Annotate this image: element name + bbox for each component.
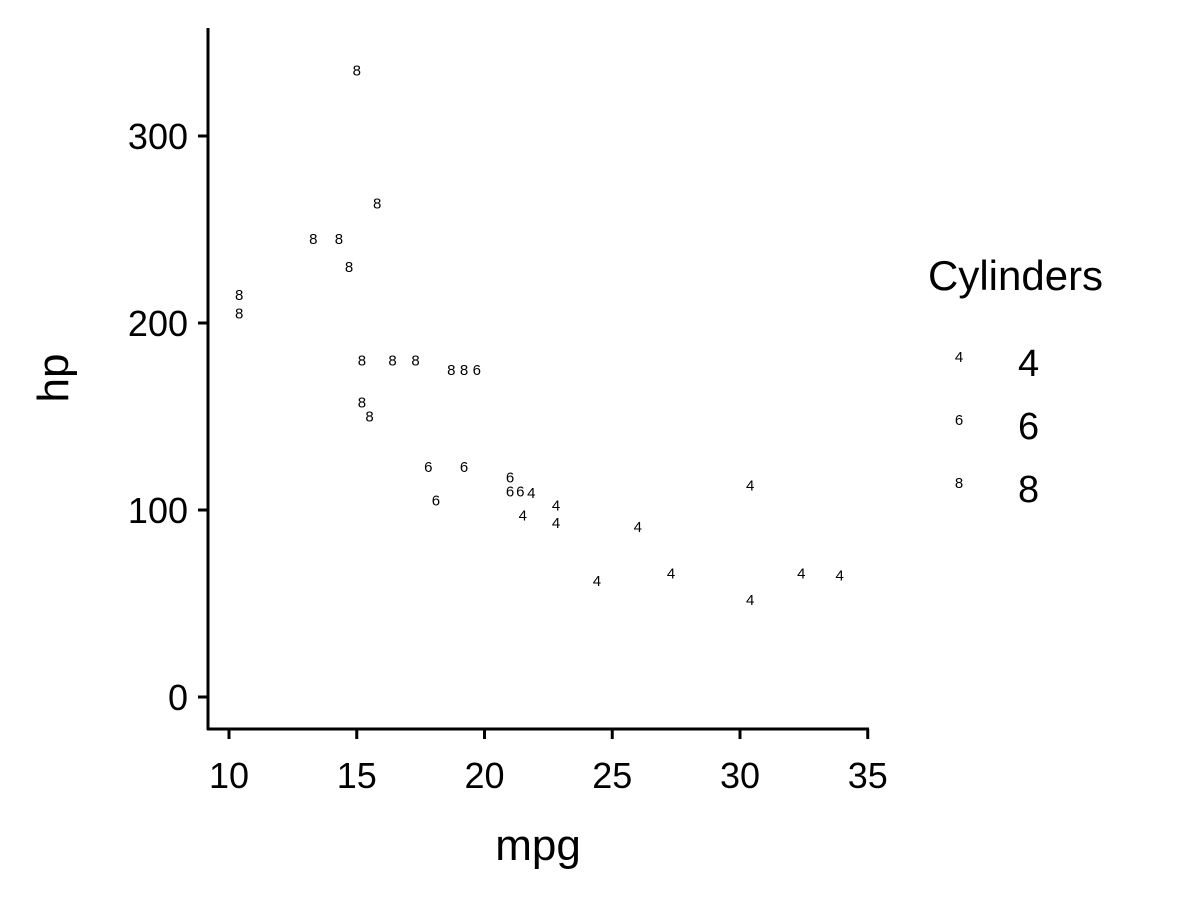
y-tick-label: 200 bbox=[128, 303, 188, 344]
x-tick-label: 15 bbox=[337, 755, 377, 796]
point-label: 8 bbox=[358, 352, 366, 369]
x-axis-title: mpg bbox=[495, 821, 581, 870]
point-label: 4 bbox=[746, 592, 754, 609]
legend: Cylinders 4 4 6 6 8 8 bbox=[928, 252, 1103, 511]
point-label: 4 bbox=[552, 515, 560, 532]
y-tick-label: 100 bbox=[128, 490, 188, 531]
x-tick-label: 10 bbox=[209, 755, 249, 796]
y-tick-label: 0 bbox=[168, 677, 188, 718]
legend-key: 4 bbox=[955, 349, 963, 366]
y-axis-title: hp bbox=[29, 354, 78, 403]
point-label: 8 bbox=[365, 409, 373, 426]
point-label: 4 bbox=[593, 573, 601, 590]
legend-key: 6 bbox=[955, 412, 963, 429]
legend-label: 8 bbox=[1018, 469, 1039, 511]
point-label: 6 bbox=[432, 493, 440, 510]
point-label: 4 bbox=[835, 567, 843, 584]
point-label: 6 bbox=[516, 483, 524, 500]
legend-label: 4 bbox=[1018, 343, 1039, 385]
legend-label: 6 bbox=[1018, 406, 1039, 448]
x-tick-label: 30 bbox=[720, 755, 760, 796]
legend-title: Cylinders bbox=[928, 252, 1103, 299]
point-label: 8 bbox=[309, 231, 317, 248]
point-label: 4 bbox=[527, 485, 535, 502]
y-ticks: 0 100 200 300 bbox=[128, 116, 208, 718]
point-label: 6 bbox=[506, 483, 514, 500]
point-label: 6 bbox=[460, 459, 468, 476]
point-label: 4 bbox=[746, 478, 754, 495]
legend-key: 8 bbox=[955, 475, 963, 492]
x-tick-label: 35 bbox=[848, 755, 888, 796]
point-label: 4 bbox=[667, 566, 675, 583]
point-label: 8 bbox=[373, 195, 381, 212]
y-tick-label: 300 bbox=[128, 116, 188, 157]
point-label: 8 bbox=[358, 395, 366, 412]
point-label: 8 bbox=[235, 287, 243, 304]
point-label: 4 bbox=[634, 519, 642, 536]
point-label: 8 bbox=[447, 362, 455, 379]
point-label: 8 bbox=[345, 259, 353, 276]
x-ticks: 10 15 20 25 30 35 bbox=[209, 729, 888, 796]
point-label: 4 bbox=[797, 566, 805, 583]
point-label: 8 bbox=[235, 306, 243, 323]
point-label: 8 bbox=[460, 362, 468, 379]
point-label: 6 bbox=[473, 362, 481, 379]
point-label: 4 bbox=[519, 508, 527, 525]
point-label: 8 bbox=[388, 352, 396, 369]
point-label: 8 bbox=[411, 352, 419, 369]
x-tick-label: 20 bbox=[464, 755, 504, 796]
x-tick-label: 25 bbox=[592, 755, 632, 796]
point-label: 6 bbox=[506, 469, 514, 486]
point-label: 4 bbox=[552, 497, 560, 514]
point-label: 8 bbox=[353, 63, 361, 80]
point-label: 6 bbox=[424, 459, 432, 476]
point-label: 8 bbox=[335, 231, 343, 248]
